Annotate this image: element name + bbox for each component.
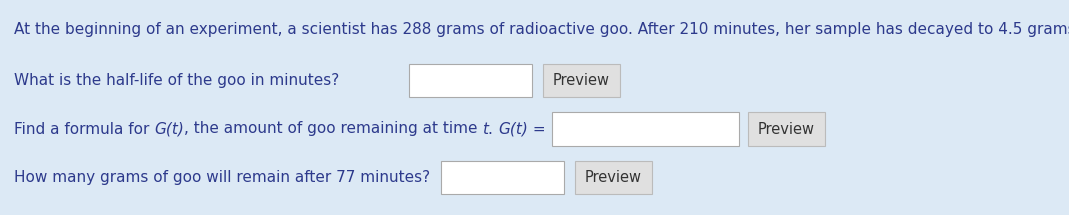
FancyBboxPatch shape (552, 112, 739, 146)
Text: t: t (482, 121, 489, 137)
Text: Preview: Preview (758, 121, 815, 137)
Text: Find a formula for: Find a formula for (14, 121, 154, 137)
Text: How many grams of goo will remain after 77 minutes?: How many grams of goo will remain after … (14, 170, 430, 185)
Text: What is the half-life of the goo in minutes?: What is the half-life of the goo in minu… (14, 73, 339, 88)
Text: Preview: Preview (553, 73, 610, 88)
FancyBboxPatch shape (747, 112, 824, 146)
Text: , the amount of goo remaining at time: , the amount of goo remaining at time (184, 121, 482, 137)
Text: .: . (489, 121, 498, 137)
Text: Preview: Preview (585, 170, 642, 185)
Text: At the beginning of an experiment, a scientist has 288 grams of radioactive goo.: At the beginning of an experiment, a sci… (14, 22, 1069, 37)
FancyBboxPatch shape (441, 161, 564, 194)
Text: G(t): G(t) (154, 121, 184, 137)
FancyBboxPatch shape (575, 161, 652, 194)
FancyBboxPatch shape (543, 64, 620, 97)
Text: G(t): G(t) (498, 121, 528, 137)
Text: =: = (528, 121, 545, 137)
FancyBboxPatch shape (409, 64, 532, 97)
